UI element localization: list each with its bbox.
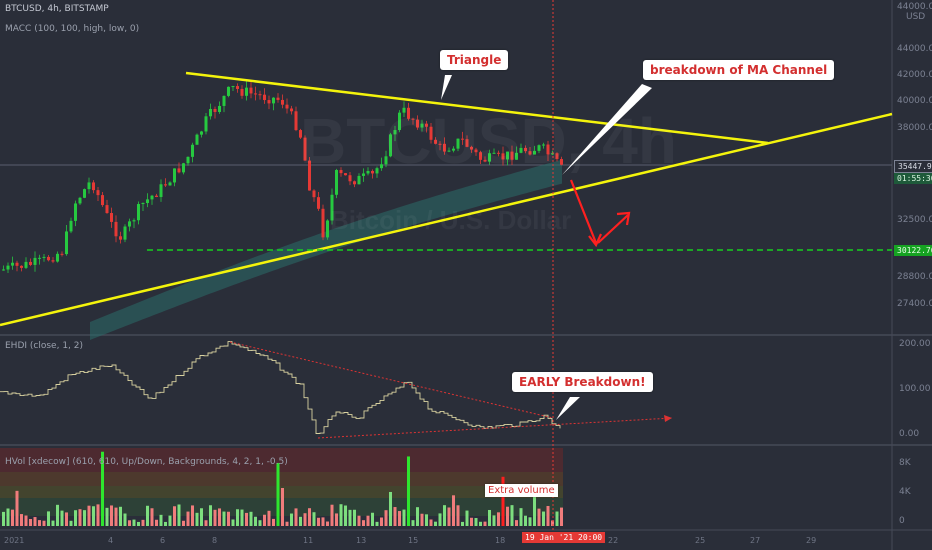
time-axis-label: 22 [608,536,619,545]
currency-label: USD [906,12,926,22]
indicator-title-hvol[interactable]: HVol [xdecow] (610, 610, Up/Down, Backgr… [5,457,288,467]
time-axis-label: 27 [750,536,761,545]
ma-channel [90,159,562,340]
indicator-title-ehdi[interactable]: EHDI (close, 1, 2) [5,341,83,351]
price-axis-label: 27400.00 [897,299,932,309]
chart-symbol-title[interactable]: BTCUSD, 4h, BITSTAMP [5,4,109,14]
current-price-tag: 35447.98 [894,160,932,173]
watermark-symbol: BTCUSD, 4h [300,105,677,177]
volume-band-high [0,472,563,486]
price-axis-label: 40000.00 [897,96,932,106]
time-axis-label: 2021 [4,536,25,545]
watermark-name: Bitcoin / U.S. Dollar [330,205,572,235]
oscillator-pane [0,336,892,444]
red-zigzag-arrows-icon [569,179,631,248]
volume-axis-label: 0 [899,516,905,526]
osc-axis-label: 200.00 [899,339,931,349]
ma-breakdown-callout-pointer [562,84,652,175]
time-axis-label: 4 [108,536,114,545]
triangle-callout: Triangle [440,50,509,70]
early-breakdown-callout: EARLY Breakdown! [512,372,653,392]
extra-volume-label: Extra volume [485,484,558,497]
price-axis-label: 44000.00 [897,2,932,12]
time-axis-label: 13 [356,536,367,545]
price-axis-label: 28800.00 [897,272,932,282]
countdown-tag: 01:55:30 [894,173,932,184]
price-axis-label: 42000.00 [897,70,932,80]
candles [2,81,563,274]
ma-breakdown-callout: breakdown of MA Channel [643,60,835,80]
volume-band-extreme [0,448,563,472]
volume-axis-label: 8K [899,458,911,468]
time-axis-label: 11 [303,536,314,545]
volume-axis-label: 4K [899,487,911,497]
time-axis-label: 15 [408,536,419,545]
support-price-tag: 30122.76 [894,245,932,256]
arrow-head-icon [664,415,672,422]
osc-lower-trendline[interactable] [317,417,673,439]
indicator-title-macc[interactable]: MACC (100, 100, high, low, 0) [5,24,140,34]
time-axis-label: 8 [212,536,218,545]
price-axis-label: 44000.00 [897,44,932,54]
time-axis-label: 25 [695,536,706,545]
triangle-upper-trendline[interactable] [185,71,769,145]
price-axis-label: 32500.00 [897,215,932,225]
volume-bars [2,451,563,526]
time-axis-label: 6 [160,536,166,545]
time-axis-label: 18 [495,536,506,545]
osc-axis-label: 0.00 [899,429,920,439]
price-axis-label: 38000.00 [897,123,932,133]
time-axis-label: 29 [806,536,817,545]
triangle-lower-trendline[interactable] [0,112,893,327]
triangle-callout-pointer [441,75,452,100]
osc-upper-trendline[interactable] [229,341,554,419]
oscillator-line [0,341,561,434]
cursor-date-tag: 19 Jan '21 20:00 [522,532,606,543]
osc-axis-label: 100.00 [899,384,931,394]
early-breakdown-callout-pointer [556,397,580,420]
